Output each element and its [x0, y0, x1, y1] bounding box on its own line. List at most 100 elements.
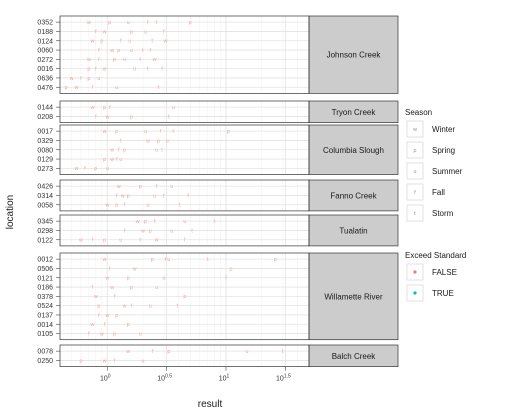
location-label: 0012	[37, 257, 53, 264]
data-point: w	[74, 85, 78, 91]
location-label: 0188	[37, 29, 53, 36]
location-label: 0378	[37, 294, 53, 301]
data-point: w	[69, 76, 73, 82]
panel-background	[60, 16, 309, 94]
data-point: p	[115, 203, 118, 209]
data-point: f	[95, 66, 97, 72]
data-point: f	[165, 257, 167, 263]
data-point: p	[130, 29, 133, 35]
data-point: u	[106, 166, 109, 172]
data-point: p	[149, 228, 152, 234]
data-point: t	[147, 66, 149, 72]
legend-key-box	[406, 204, 424, 222]
data-point: f	[225, 276, 227, 282]
data-point: p	[229, 266, 232, 272]
data-point: f	[84, 166, 86, 172]
panel-strip	[308, 252, 399, 341]
data-point: w	[141, 228, 145, 234]
data-point: t	[191, 228, 193, 234]
data-point: w	[110, 285, 114, 291]
location-label: 0016	[37, 66, 53, 73]
y-axis-title: location	[5, 195, 16, 229]
data-point: p	[103, 157, 106, 163]
data-point: f	[152, 349, 154, 355]
data-point: p	[97, 303, 100, 309]
data-point: w	[74, 166, 78, 172]
panel-strip-label: Tryon Creek	[332, 108, 377, 117]
data-point: w	[123, 303, 127, 309]
data-point: t	[151, 39, 153, 45]
legend-season-item: f Fall	[406, 183, 445, 201]
data-point: w	[103, 129, 107, 135]
data-point: t	[179, 203, 181, 209]
data-point: f	[104, 322, 106, 328]
data-point: t	[163, 193, 165, 199]
data-point: u	[123, 57, 126, 63]
legend-season-glyph: w	[413, 127, 417, 133]
data-point: w	[121, 193, 125, 199]
location-label: 0345	[37, 219, 53, 226]
data-point: p	[144, 219, 147, 225]
panel-strip	[308, 179, 399, 212]
data-point: w	[105, 313, 109, 319]
data-point: t	[207, 257, 209, 263]
panel-strip-label: Balch Creek	[332, 352, 377, 361]
data-point: w	[103, 358, 107, 364]
data-point: p	[79, 358, 82, 364]
data-point: u	[155, 285, 158, 291]
legend-key-box	[406, 120, 424, 138]
data-point: t	[139, 238, 141, 244]
data-point: p	[189, 20, 192, 26]
panel-border	[59, 124, 310, 175]
data-point: u	[119, 238, 122, 244]
data-point: p	[115, 129, 118, 135]
data-point: t	[142, 48, 144, 54]
data-point: p	[103, 238, 106, 244]
legend-season-label: Fall	[432, 188, 445, 197]
panel-strip-label: Tualatin	[339, 226, 367, 235]
data-point: f	[114, 358, 116, 364]
data-point: f	[116, 157, 118, 163]
data-point: f	[109, 105, 111, 111]
data-point: p	[100, 39, 103, 45]
data-point: u	[149, 303, 152, 309]
location-label: 0144	[37, 105, 53, 112]
legend-season-label: Spring	[432, 146, 455, 155]
location-label: 0272	[37, 57, 53, 64]
legend-exceed-dot	[413, 291, 417, 295]
legend-season-label: Winter	[432, 125, 455, 134]
location-label: 0105	[37, 331, 53, 338]
legend-exceed-dot	[413, 270, 417, 274]
location-label: 0524	[37, 303, 53, 310]
panel-strip	[308, 124, 399, 175]
data-point: u	[139, 331, 142, 337]
data-point: p	[123, 148, 126, 154]
data-point: w	[110, 157, 114, 163]
data-point: u	[146, 203, 149, 209]
data-point: w	[100, 331, 104, 337]
panel-strip	[308, 15, 399, 94]
location-label: 0476	[37, 85, 53, 92]
location-label: 0017	[37, 129, 53, 136]
legend-season-glyph: t	[414, 211, 416, 217]
location-label: 0186	[37, 285, 53, 292]
data-point: p	[103, 105, 106, 111]
data-point: u	[166, 138, 169, 144]
data-point: f	[92, 238, 94, 244]
data-point: w	[117, 184, 121, 190]
data-point: u	[170, 184, 173, 190]
data-point: w	[110, 148, 114, 154]
data-point: w	[90, 105, 94, 111]
data-point: w	[94, 294, 98, 300]
legend-exceed-title: Exceed Standard	[405, 251, 466, 260]
panel-border	[59, 179, 310, 212]
location-label: 0506	[37, 266, 53, 273]
location-label: 0137	[37, 312, 53, 319]
data-point: u	[167, 257, 170, 263]
data-point: f	[184, 238, 186, 244]
data-point: w	[110, 48, 114, 54]
data-point: u	[97, 76, 100, 82]
